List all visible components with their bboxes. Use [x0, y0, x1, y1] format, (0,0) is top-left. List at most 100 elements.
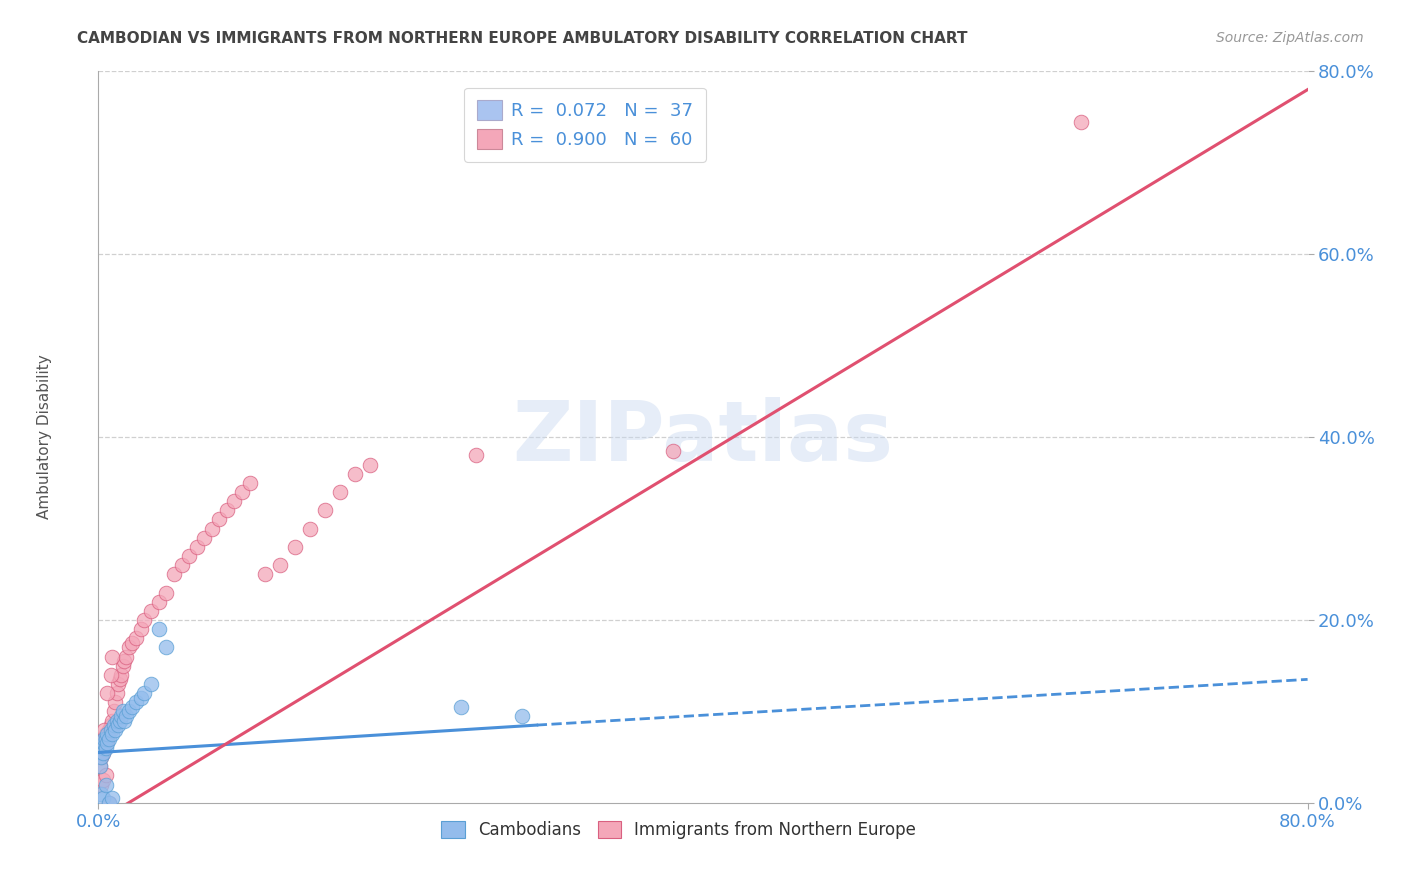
Point [96, 727, 118, 741]
Point [91, 746, 114, 760]
Point [132, 686, 155, 700]
Point [94, 727, 117, 741]
Point [93, 731, 115, 746]
Point [101, 727, 124, 741]
Point [155, 585, 177, 599]
Point [101, 649, 124, 664]
Point [179, 549, 201, 563]
Point [231, 485, 253, 500]
Point [107, 718, 129, 732]
Point [107, 677, 129, 691]
Point [163, 567, 186, 582]
Point [114, 649, 136, 664]
Point [141, 677, 163, 691]
Text: Ambulatory Disability: Ambulatory Disability [37, 355, 52, 519]
Point [91, 740, 114, 755]
Point [112, 654, 135, 668]
Point [105, 714, 128, 728]
Point [91, 740, 114, 755]
Point [90, 750, 112, 764]
Point [129, 690, 152, 705]
Point [100, 667, 122, 681]
Point [125, 632, 148, 646]
Point [90, 787, 112, 801]
Point [111, 658, 134, 673]
Point [170, 558, 193, 573]
Point [96, 731, 118, 746]
Point [141, 604, 163, 618]
Point [110, 667, 132, 681]
Point [148, 594, 170, 608]
Point [148, 622, 170, 636]
Point [224, 494, 246, 508]
Point [98, 796, 121, 810]
Point [93, 723, 115, 737]
Point [121, 699, 143, 714]
Point [269, 558, 291, 573]
Point [90, 750, 112, 764]
Point [104, 695, 127, 709]
Point [104, 723, 127, 737]
Point [94, 768, 117, 782]
Point [132, 613, 155, 627]
Point [91, 740, 114, 755]
Point [129, 622, 152, 636]
Point [91, 772, 114, 787]
Point [94, 778, 117, 792]
Point [360, 458, 382, 472]
Point [98, 731, 121, 746]
Point [121, 636, 143, 650]
Text: Source: ZipAtlas.com: Source: ZipAtlas.com [1216, 31, 1364, 45]
Point [101, 714, 124, 728]
Point [125, 695, 148, 709]
Point [118, 705, 141, 719]
Point [465, 448, 488, 462]
Point [101, 791, 124, 805]
Point [344, 467, 367, 481]
Point [239, 475, 262, 490]
Point [90, 778, 112, 792]
Point [201, 521, 224, 535]
Point [510, 709, 533, 723]
Point [329, 485, 352, 500]
Point [208, 512, 231, 526]
Point [91, 746, 114, 760]
Point [91, 791, 114, 805]
Text: ZIPatlas: ZIPatlas [513, 397, 893, 477]
Point [94, 740, 117, 755]
Point [193, 531, 215, 545]
Point [450, 699, 472, 714]
Point [89, 759, 111, 773]
Point [94, 736, 117, 750]
Point [93, 736, 115, 750]
Point [314, 503, 336, 517]
Point [110, 709, 132, 723]
Point [108, 714, 131, 728]
Point [103, 718, 125, 732]
Point [98, 796, 121, 810]
Point [96, 686, 118, 700]
Text: CAMBODIAN VS IMMIGRANTS FROM NORTHERN EUROPE AMBULATORY DISABILITY CORRELATION C: CAMBODIAN VS IMMIGRANTS FROM NORTHERN EU… [77, 31, 967, 46]
Point [661, 443, 683, 458]
Point [155, 640, 177, 655]
Point [103, 705, 125, 719]
Point [96, 736, 118, 750]
Point [98, 723, 121, 737]
Point [253, 567, 276, 582]
Point [284, 540, 307, 554]
Point [93, 731, 115, 746]
Point [108, 673, 131, 687]
Point [215, 503, 238, 517]
Point [94, 731, 117, 746]
Point [118, 640, 141, 655]
Legend: Cambodians, Immigrants from Northern Europe: Cambodians, Immigrants from Northern Eur… [434, 814, 922, 846]
Point [299, 521, 322, 535]
Point [93, 736, 115, 750]
Point [112, 714, 135, 728]
Point [105, 686, 128, 700]
Point [186, 540, 208, 554]
Point [100, 723, 122, 737]
Point [1070, 114, 1092, 128]
Point [100, 718, 122, 732]
Point [114, 709, 136, 723]
